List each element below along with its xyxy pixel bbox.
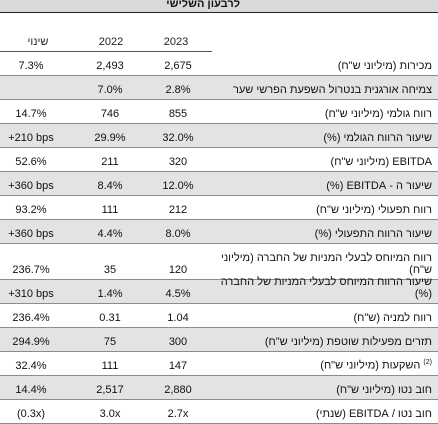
- footnote-marker: (2): [423, 359, 432, 367]
- table-row: 294.9% 75 300 תזרים מפעילות שוטפת (מיליוני …: [0, 328, 438, 352]
- table-row: 14.4% 2,517 2,880 חוב נטו (מיליוני ש"ח): [0, 376, 438, 400]
- table-row: 236.4% 0.31 1.04 רווח למניה (ש"ח): [0, 304, 438, 328]
- row-label: חוב נטו (מיליוני ש"ח): [217, 384, 432, 396]
- row-label-text: רווח למניה (ש"ח): [353, 312, 433, 324]
- row-label: שיעור הרווח הגולמי (%): [217, 132, 432, 144]
- row-label: חוב נטו / EBITDA (שנתי): [217, 408, 432, 420]
- change-cell: +360 bps: [8, 180, 54, 192]
- value-2023-cell: 212: [168, 204, 188, 216]
- column-header-change: שינוי: [27, 36, 49, 48]
- row-label: רווח למניה (ש"ח): [217, 312, 433, 324]
- value-2023-cell: 120: [168, 264, 188, 276]
- row-label-text: רווח תפעולי (מיליוני ש"ח): [316, 204, 432, 216]
- value-2023-cell: 32.0%: [162, 132, 194, 144]
- value-2022-cell: 29.9%: [94, 132, 126, 144]
- value-2022-cell: 746: [100, 108, 120, 120]
- row-label: רווח המיוחס לבעלי המניות של החברה (מיליו…: [217, 252, 432, 276]
- value-2023-cell: 2,675: [164, 60, 192, 72]
- change-cell: 32.4%: [15, 360, 47, 372]
- row-label-text: מכירות (מיליוני ש"ח): [337, 60, 432, 72]
- value-2022-cell: 2,517: [96, 384, 124, 396]
- row-label: EBITDA (מיליוני ש"ח): [217, 156, 432, 168]
- value-2022-cell: 8.4%: [97, 180, 123, 192]
- row-label: צמיחה אורגנית בנטרול השפעת הפרשי שער: [217, 84, 432, 96]
- value-2023-cell: 320: [168, 156, 188, 168]
- change-cell: 14.4%: [15, 384, 47, 396]
- row-label-text: רווח גולמי (מיליוני ש"ח): [324, 108, 432, 120]
- row-label: שיעור הרווח התפעולי (%): [217, 228, 432, 240]
- row-label-text: צמיחה אורגנית בנטרול השפעת הפרשי שער: [232, 84, 432, 96]
- row-label-text: EBITDA (מיליוני ש"ח): [330, 156, 432, 168]
- row-label: תזרים מפעילות שוטפת (מיליוני ש"ח): [217, 336, 432, 348]
- value-2022-cell: 211: [101, 156, 119, 168]
- table-title-bar: לרבעון השלישי: [0, 0, 438, 13]
- row-label-text: שיעור הרווח התפעולי (%): [314, 228, 432, 240]
- row-label: שיעור ה - EBITDA (%): [217, 180, 432, 192]
- row-label-text: השקעות (מיליוני ש"ח): [320, 360, 421, 372]
- value-2023-cell: 300: [168, 336, 188, 348]
- column-header-2023: 2023: [163, 36, 189, 48]
- table-row: +360 bps 4.4% 8.0% שיעור הרווח התפעולי (%): [0, 220, 438, 244]
- row-label: מכירות (מיליוני ש"ח): [217, 60, 432, 72]
- value-2022-cell: 0.31: [99, 312, 121, 324]
- value-2022-cell: 2,493: [96, 60, 124, 72]
- table-row: 52.6% 211 320 EBITDA (מיליוני ש"ח): [0, 148, 438, 172]
- row-label: רווח גולמי (מיליוני ש"ח): [217, 108, 432, 120]
- value-2022-cell: 4.4%: [97, 228, 123, 240]
- row-label: (2) השקעות (מיליוני ש"ח): [217, 357, 432, 372]
- change-cell: +210 bps: [8, 132, 54, 144]
- value-2022-cell: 111: [101, 360, 119, 372]
- table-row: +360 bps 8.4% 12.0% שיעור ה - EBITDA (%): [0, 172, 438, 196]
- value-2022-cell: 35: [103, 264, 117, 276]
- value-2022-cell: 111: [101, 204, 119, 216]
- value-2023-cell: 4.5%: [165, 288, 191, 300]
- value-2023-cell: 8.0%: [165, 228, 191, 240]
- table-row: +310 bps 1.4% 4.5% שיעור הרווח המיוחס לבעלי…: [0, 276, 438, 304]
- value-2022-cell: 7.0%: [97, 84, 123, 96]
- value-2023-cell: 2.8%: [165, 84, 191, 96]
- column-header-2022: 2022: [98, 36, 124, 48]
- value-2023-cell: 2,880: [164, 384, 192, 396]
- table-row: 93.2% 111 212 רווח תפעולי (מיליוני ש"ח): [0, 196, 438, 220]
- row-label-text: חוב נטו (מיליוני ש"ח): [336, 384, 432, 396]
- value-2022-cell: 3.0x: [99, 408, 121, 420]
- change-cell: 236.7%: [12, 264, 50, 276]
- value-2023-cell: 147: [168, 360, 188, 372]
- change-cell: 7.3%: [18, 60, 44, 72]
- table-row: 32.4% 111 147 (2) השקעות (מיליוני ש"ח): [0, 352, 438, 376]
- row-label-text: תזרים מפעילות שוטפת (מיליוני ש"ח): [264, 336, 432, 348]
- table-row: 7.0% 2.8% צמיחה אורגנית בנטרול השפעת הפרשי…: [0, 76, 438, 100]
- table-row: 7.3% 2,493 2,675 מכירות (מיליוני ש"ח): [0, 52, 438, 76]
- change-cell: 236.4%: [12, 312, 50, 324]
- value-2023-cell: 1.04: [167, 312, 189, 324]
- table-row: (0.3x) 3.0x 2.7x חוב נטו / EBITDA (שנתי): [0, 400, 438, 424]
- value-2023-cell: 12.0%: [162, 180, 194, 192]
- change-cell: (0.3x): [16, 408, 46, 420]
- value-2022-cell: 1.4%: [97, 288, 123, 300]
- row-label-text: שיעור הרווח המיוחס לבעלי המניות של החברה…: [220, 276, 432, 300]
- header-divider: [0, 51, 212, 52]
- value-2023-cell: 855: [168, 108, 188, 120]
- table-row: 14.7% 746 855 רווח גולמי (מיליוני ש"ח): [0, 100, 438, 124]
- row-label-text: שיעור ה - EBITDA (%): [326, 180, 432, 192]
- row-label: רווח תפעולי (מיליוני ש"ח): [217, 204, 432, 216]
- value-2022-cell: 75: [103, 336, 117, 348]
- table-row: 236.7% 35 120 רווח המיוחס לבעלי המניות של ה…: [0, 244, 438, 280]
- change-cell: 93.2%: [15, 204, 47, 216]
- change-cell: 294.9%: [12, 336, 50, 348]
- change-cell: +360 bps: [8, 228, 54, 240]
- row-label-text: רווח המיוחס לבעלי המניות של החברה (מיליו…: [221, 252, 432, 276]
- change-cell: 14.7%: [15, 108, 47, 120]
- row-label-text: חוב נטו / EBITDA (שנתי): [315, 408, 432, 420]
- change-cell: 52.6%: [15, 156, 47, 168]
- row-label-text: שיעור הרווח הגולמי (%): [323, 132, 432, 144]
- table-title: לרבעון השלישי: [166, 0, 240, 10]
- row-label: שיעור הרווח המיוחס לבעלי המניות של החברה…: [217, 276, 432, 300]
- table-row: +210 bps 29.9% 32.0% שיעור הרווח הגולמי (%): [0, 124, 438, 148]
- change-cell: +310 bps: [8, 288, 54, 300]
- value-2023-cell: 2.7x: [167, 408, 189, 420]
- financial-table: 7.3% 2,493 2,675 מכירות (מיליוני ש"ח) 7.0% 2.…: [0, 52, 438, 424]
